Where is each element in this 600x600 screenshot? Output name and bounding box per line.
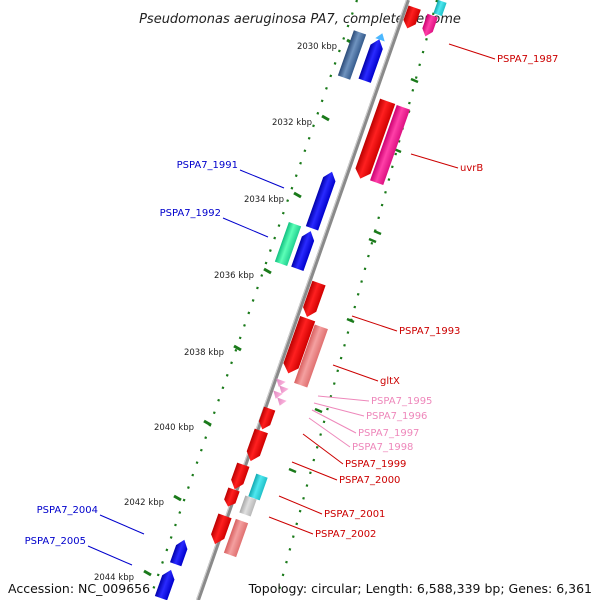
gene-label-right: PSPA7_1987 <box>497 54 558 65</box>
leader-line <box>302 433 344 465</box>
minor-tick-mark <box>346 317 355 324</box>
gene-label-right: uvrB <box>460 163 483 174</box>
trna-feature-1995 <box>276 378 286 387</box>
minor-tick-mark <box>288 467 297 474</box>
trna-feature-1998 <box>277 397 287 406</box>
gene-grey <box>239 495 257 517</box>
leader-line <box>87 545 133 566</box>
topology-text: Topology: circular; Length: 6,588,339 bp… <box>248 581 592 596</box>
kbp-tick-mark <box>321 114 330 122</box>
kbp-tick-mark <box>143 569 152 577</box>
gene-label-right: gltX <box>380 376 400 387</box>
kbp-tick-label: 2040 kbp <box>154 423 194 433</box>
kbp-tick-mark <box>203 419 212 427</box>
gene-pspa7-2001 <box>224 487 240 507</box>
gene-pspa7-2005 <box>154 569 175 600</box>
leader-line <box>291 461 338 481</box>
gene-forward-blue-2 <box>291 231 315 272</box>
gene-label-right: PSPA7_2000 <box>339 475 400 486</box>
gene-reverse-red <box>403 5 421 29</box>
gene-red-a <box>231 462 250 490</box>
leader-line <box>311 409 357 434</box>
leader-line <box>410 153 459 169</box>
gene-pspa7-2000 <box>246 428 268 462</box>
leader-line <box>99 514 145 535</box>
gene-red-reverse <box>355 98 396 179</box>
gene-pspa7-1991 <box>305 171 336 231</box>
gene-label-left: PSPA7_2004 <box>37 505 98 516</box>
gene-label-right: PSPA7_1995 <box>371 396 432 407</box>
gene-label-right: PSPA7_1996 <box>366 411 427 422</box>
outer-dot-ring-right <box>277 0 439 591</box>
minor-tick-mark <box>410 77 419 84</box>
gene-label-right: PSPA7_1999 <box>345 459 406 470</box>
trna-feature-1997 <box>273 390 283 399</box>
leader-line <box>308 417 351 448</box>
minor-tick-mark <box>368 237 377 244</box>
gene-pspa7-1999 <box>258 406 276 430</box>
kbp-tick-label: 2030 kbp <box>297 42 337 52</box>
kbp-tick-label: 2044 kbp <box>94 573 134 583</box>
gene-red-small <box>303 280 326 317</box>
gene-pspa7-1987 <box>422 13 438 37</box>
leader-line <box>239 169 285 189</box>
kbp-tick-label: 2034 kbp <box>244 195 284 205</box>
kbp-tick-mark <box>173 494 182 502</box>
gene-labels: PSPA7_1991 PSPA7_1992 PSPA7_2004 PSPA7_2005… <box>25 43 558 566</box>
gene-label-right: PSPA7_2002 <box>315 529 376 540</box>
gene-red-2002 <box>211 513 232 545</box>
gene-pspa7-2004 <box>170 539 188 567</box>
gene-label-right: PSPA7_2001 <box>324 509 385 520</box>
accession-text: Accession: NC_009656 <box>8 581 151 596</box>
leader-line <box>222 217 269 238</box>
gene-cyan-top <box>433 0 447 17</box>
gene-steel-block <box>337 30 367 80</box>
gene-features <box>154 0 447 600</box>
kbp-tick-label: 2042 kbp <box>124 498 164 508</box>
gene-cyan-b <box>248 473 268 501</box>
gene-pspa7-1992 <box>274 222 302 266</box>
leader-line <box>351 315 398 332</box>
gene-label-right: PSPA7_1997 <box>358 428 419 439</box>
gene-pspa7-1993 <box>283 315 316 374</box>
gene-gltX <box>294 324 328 388</box>
leader-line <box>278 495 323 515</box>
kbp-tick-label: 2038 kbp <box>184 348 224 358</box>
leader-line <box>313 402 365 417</box>
leader-line <box>448 43 496 60</box>
minor-tick-mark <box>314 407 323 414</box>
gene-label-right: PSPA7_1998 <box>352 442 413 453</box>
gene-label-left: PSPA7_1991 <box>177 160 238 171</box>
kbp-tick-label: 2032 kbp <box>272 118 312 128</box>
trna-feature-1996 <box>279 385 289 394</box>
gene-label-left: PSPA7_1992 <box>160 208 221 219</box>
minor-tick-mark <box>373 229 382 236</box>
gene-pspa7-2002 <box>223 518 249 558</box>
kbp-tick-mark <box>293 191 302 199</box>
gene-label-right: PSPA7_1993 <box>399 326 460 337</box>
kbp-ticks: 2030 kbp 2032 kbp 2034 kbp 2036 kbp 2038 kbp… <box>94 38 419 583</box>
kbp-tick-mark <box>263 267 272 275</box>
leader-line <box>332 364 379 382</box>
leader-line <box>317 395 370 402</box>
gene-label-left: PSPA7_2005 <box>25 536 86 547</box>
leader-line <box>268 516 314 535</box>
kbp-tick-label: 2036 kbp <box>214 271 254 281</box>
gene-lightblue-tip <box>375 33 385 42</box>
gene-forward-blue <box>358 39 383 83</box>
gene-uvrB <box>370 104 410 186</box>
kbp-tick-mark <box>233 344 242 352</box>
map-title: Pseudomonas aeruginosa PA7, complete gen… <box>139 12 461 27</box>
